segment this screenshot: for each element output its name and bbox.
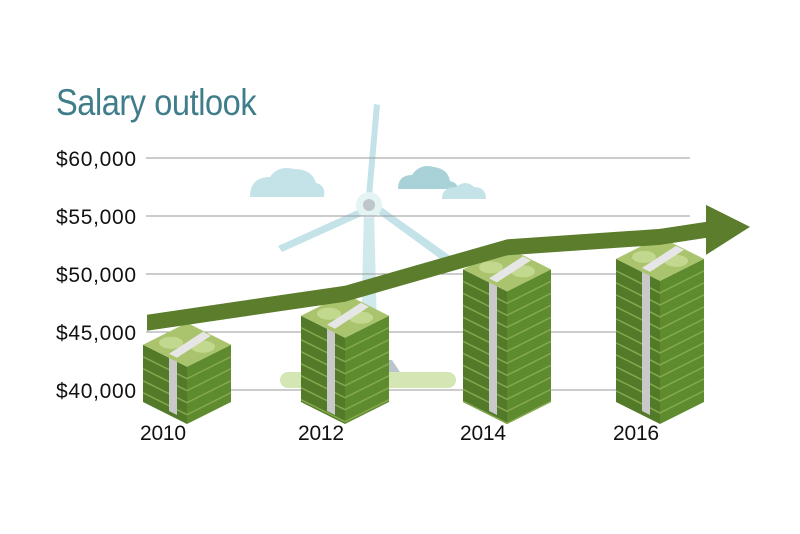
money-stack-bar <box>300 293 390 424</box>
bill-layer-line <box>462 352 552 377</box>
bill-layer-line <box>300 327 390 351</box>
bill-layer-line <box>462 328 552 353</box>
bill-layer-line <box>615 342 705 366</box>
money-stack-bar <box>142 322 232 424</box>
bill-ornament <box>632 250 656 263</box>
paper-band <box>642 245 684 272</box>
bill-layer-line <box>615 378 705 402</box>
trend-arrowhead <box>706 204 750 255</box>
bill-ornament <box>317 307 341 320</box>
cloud-icon <box>250 168 325 197</box>
bill-layer-line <box>462 388 552 413</box>
turbine-blade <box>278 208 366 252</box>
bill-layer-line <box>300 351 390 375</box>
turbine-blade <box>376 206 456 266</box>
bill-layer-line <box>142 368 232 392</box>
bill-layer-line <box>300 339 390 363</box>
bill-layer-line <box>615 306 705 330</box>
bill-layer-line <box>615 366 705 390</box>
bill-ornament <box>159 336 183 349</box>
turbine-hub <box>363 199 375 211</box>
bill-layer-line <box>300 363 390 387</box>
paper-band <box>489 278 497 415</box>
bill-layer-line <box>615 354 705 378</box>
bill-layer-line <box>142 392 232 416</box>
bill-layer-line <box>462 340 552 365</box>
bill-layer-line <box>462 400 552 425</box>
bill-layer-line <box>615 294 705 318</box>
money-stack-bar <box>615 236 705 424</box>
stack-right-face <box>507 269 551 424</box>
paper-band <box>169 353 177 415</box>
bill-layer-line <box>462 316 552 341</box>
y-tick-label: $55,000 <box>56 206 136 229</box>
bill-layer-line <box>142 380 232 404</box>
bill-layer-line <box>142 356 232 380</box>
turbine-blade <box>366 104 380 196</box>
chart-title: Salary outlook <box>56 82 257 123</box>
stack-right-face <box>345 315 389 424</box>
x-tick-label: 2010 <box>140 422 186 445</box>
x-tick-label: 2014 <box>460 422 506 445</box>
bill-layer-line <box>615 330 705 354</box>
paper-band <box>642 267 650 415</box>
bill-layer-line <box>615 318 705 342</box>
y-tick-label: $60,000 <box>56 148 136 171</box>
y-tick-label: $50,000 <box>56 264 136 287</box>
paper-band <box>169 331 211 358</box>
y-tick-label: $45,000 <box>56 322 136 345</box>
bill-layer-line <box>300 375 390 399</box>
bill-layer-line <box>300 399 390 423</box>
bill-ornament <box>479 261 503 274</box>
bill-layer-line <box>462 304 552 329</box>
paper-band <box>327 324 335 415</box>
paper-band <box>489 256 531 283</box>
x-tick-label: 2012 <box>298 422 344 445</box>
x-tick-label: 2016 <box>613 422 659 445</box>
y-tick-label: $40,000 <box>56 380 136 403</box>
bill-layer-line <box>462 364 552 389</box>
trend-arrow-body <box>147 221 706 331</box>
paper-band <box>327 302 369 329</box>
bill-layer-line <box>462 292 552 317</box>
cloud-icon <box>398 166 458 189</box>
bill-layer-line <box>300 387 390 411</box>
money-stack-bar <box>462 247 552 425</box>
cloud-icon <box>442 183 486 199</box>
bill-layer-line <box>462 376 552 401</box>
bill-layer-line <box>462 280 552 305</box>
bill-layer-line <box>615 270 705 294</box>
bill-layer-line <box>615 390 705 414</box>
bill-layer-line <box>615 282 705 306</box>
stack-right-face <box>187 344 231 424</box>
